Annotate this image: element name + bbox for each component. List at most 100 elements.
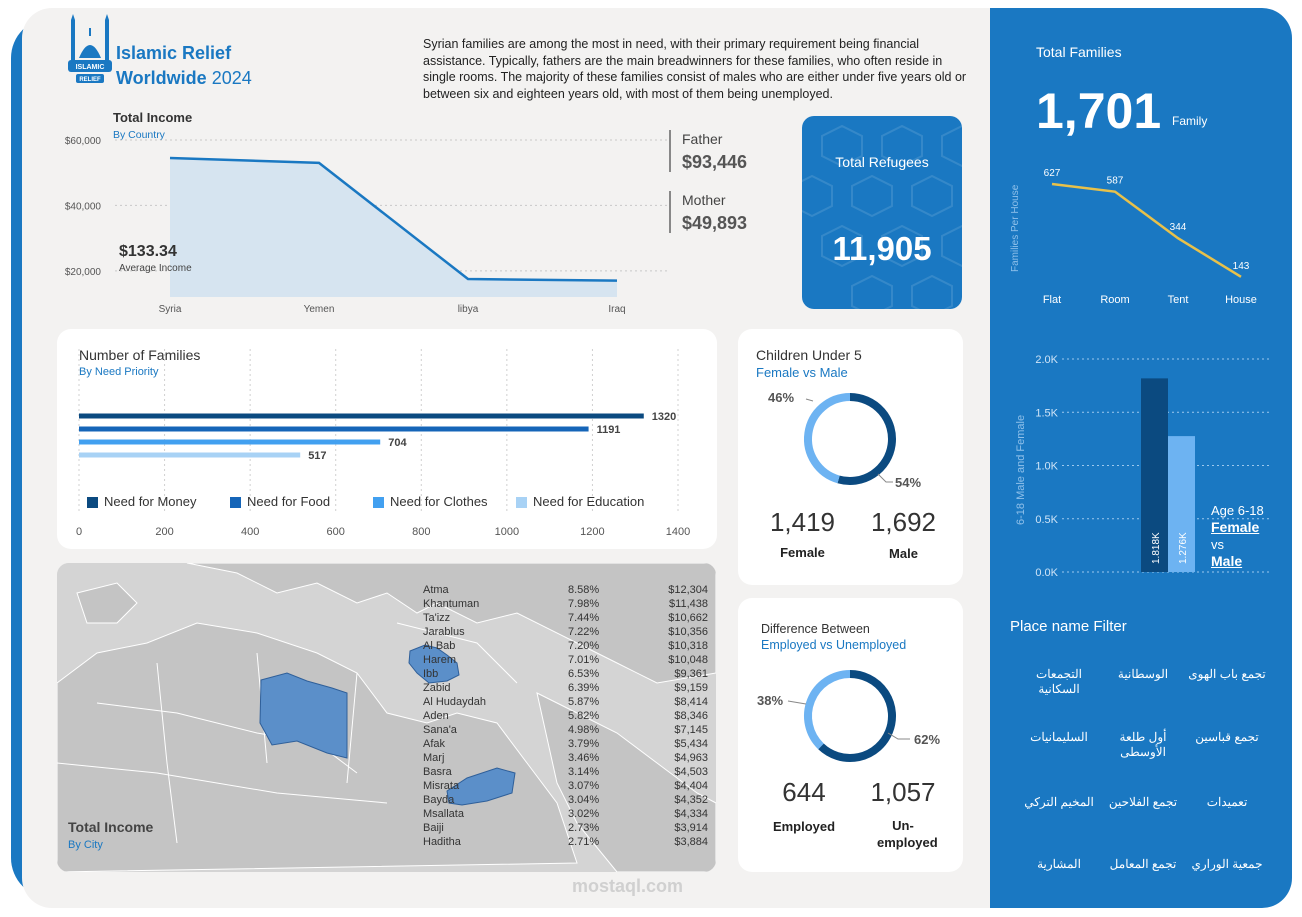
brand-name-word: Worldwide <box>116 68 207 88</box>
libya-highlight <box>259 672 348 759</box>
employed-count: 644 <box>782 777 826 807</box>
age-bar-label: 1.276K <box>1178 532 1189 564</box>
donut-leader-line <box>787 700 807 705</box>
filter-item[interactable]: التجمعات السكانية <box>1035 667 1083 696</box>
table-cell: Aden <box>423 710 449 722</box>
donut-leader-line <box>805 398 814 402</box>
table-cell: 4.98% <box>568 724 600 736</box>
table-row: Misrata 3.07% $4,404 <box>423 779 708 793</box>
legend-label: Need for Education <box>533 494 645 509</box>
legend-swatch <box>230 497 241 509</box>
age-block-line2: Female <box>1211 519 1260 535</box>
total-refugees-card: Total Refugees 11,905 <box>802 116 962 309</box>
needs-bar <box>79 439 381 445</box>
filter-item[interactable]: المخيم التركي <box>1024 795 1094 809</box>
table-row: Ta'izz 7.44% $10,662 <box>423 611 708 625</box>
filter-item[interactable]: تجمع الفلاحين <box>1108 795 1178 809</box>
mother-value: $49,893 <box>682 213 748 233</box>
world-map <box>57 563 716 872</box>
needs-xtick-label: 1400 <box>666 526 690 538</box>
table-cell: Bayda <box>423 794 455 806</box>
children-subtitle: Female vs Male <box>756 365 848 380</box>
table-cell: 3.14% <box>568 766 600 778</box>
table-cell: 7.20% <box>568 640 600 652</box>
table-cell: 8.58% <box>568 584 600 596</box>
needs-legend-item: Need for Money <box>87 494 230 509</box>
father-label: Father <box>682 131 723 147</box>
table-row: Aden 5.82% $8,346 <box>423 709 708 723</box>
legend-swatch <box>87 497 98 509</box>
pattern-background <box>802 124 962 309</box>
map-card: Total Income By City <box>57 563 716 872</box>
table-cell: Misrata <box>423 780 460 792</box>
table-cell: 6.39% <box>568 682 600 694</box>
needs-xtick-label: 600 <box>327 526 345 538</box>
employment-subtitle: Employed vs Unemployed <box>761 638 907 652</box>
filter-item[interactable]: تجمع باب الهوى <box>1188 667 1266 681</box>
total-families-label: Total Families <box>1036 44 1122 60</box>
age-bar-label: 1.818K <box>1151 532 1162 564</box>
house-xtick-label: Room <box>1100 294 1129 306</box>
table-cell: $7,145 <box>674 724 708 736</box>
filter-item[interactable]: تجمع المعامل <box>1109 857 1177 871</box>
families-per-house-chart: Families Per House 627 Flat 587 Room 344 Tent 1… <box>1010 168 1257 306</box>
house-point-label: 344 <box>1170 222 1187 233</box>
description-text: Syrian families are among the most in ne… <box>423 37 967 101</box>
children-pct-female: 46% <box>768 390 795 405</box>
table-cell: Basra <box>423 766 452 778</box>
income-ytick-label: $60,000 <box>65 136 102 147</box>
income-xtick-label: Iraq <box>608 304 625 315</box>
filter-item[interactable]: المشارية <box>1037 857 1081 871</box>
legend-label: Need for Clothes <box>390 494 488 509</box>
needs-xtick-label: 200 <box>155 526 173 538</box>
employment-title: Difference Between <box>761 622 870 636</box>
table-row: Al Bab 7.20% $10,318 <box>423 639 708 653</box>
table-cell: Jarablus <box>423 626 465 638</box>
table-cell: Sana'a <box>423 724 457 736</box>
needs-legend: Need for Money Need for Food Need for Clot… <box>87 494 666 509</box>
average-income-label: Average Income <box>119 263 192 274</box>
table-cell: Ibb <box>423 668 439 680</box>
table-cell: $4,503 <box>674 766 708 778</box>
filter-item[interactable]: الوسطانية <box>1117 667 1169 681</box>
age-block-line4: Male <box>1211 553 1243 569</box>
watermark: mostaql.com <box>572 876 684 896</box>
house-point-label: 587 <box>1107 176 1124 187</box>
income-subtitle: By Country <box>113 129 165 141</box>
children-under5-card: Children Under 5 Female vs Male 46% 54% … <box>738 329 963 585</box>
filter-item[interactable]: أول طلعة الأوسطى <box>1119 730 1167 759</box>
legend-swatch <box>516 497 527 509</box>
table-row: Afak 3.79% $5,434 <box>423 737 708 751</box>
yemen-highlight <box>446 767 516 806</box>
table-cell: 6.53% <box>568 668 600 680</box>
table-row: Harem 7.01% $10,048 <box>423 653 708 667</box>
table-cell: $10,662 <box>668 612 708 624</box>
table-row: Al Hudaydah 5.87% $8,414 <box>423 695 708 709</box>
employment-pct-unemployed: 62% <box>914 732 941 747</box>
age-block: Age 6-18 Female vs Male <box>1211 502 1264 570</box>
table-cell: $10,356 <box>668 626 708 638</box>
table-cell: 3.46% <box>568 752 600 764</box>
families-need-title: Number of Families <box>79 347 201 363</box>
filter-item[interactable]: تعميدات <box>1206 795 1248 809</box>
filter-item[interactable]: تجمع قباسين <box>1195 730 1259 744</box>
needs-bar-value: 1320 <box>652 411 676 423</box>
table-row: Atma 8.58% $12,304 <box>423 583 708 597</box>
table-cell: 3.02% <box>568 808 600 820</box>
house-point-label: 143 <box>1233 261 1250 272</box>
age-ylabel: 6-18 Male and Female <box>1015 415 1027 525</box>
needs-xtick-label: 1200 <box>580 526 604 538</box>
svg-text:RELIEF: RELIEF <box>79 77 101 83</box>
filter-item[interactable]: جمعية الوراري <box>1191 857 1263 871</box>
age-ytick-label: 1.5K <box>1035 407 1058 419</box>
house-xtick-label: House <box>1225 294 1257 306</box>
father-divider <box>669 130 671 172</box>
table-cell: 2.73% <box>568 822 600 834</box>
table-cell: $5,434 <box>674 738 708 750</box>
table-cell: $12,304 <box>668 584 708 596</box>
income-area-chart: $20,000 $40,000 $60,000 Syria Yemen libya Iraq <box>65 136 670 315</box>
table-cell: Msallata <box>423 808 464 820</box>
filter-item[interactable]: السليمانيات <box>1030 730 1088 744</box>
filter-title: Place name Filter <box>1010 618 1127 635</box>
total-refugees-value: 11,905 <box>832 230 932 267</box>
